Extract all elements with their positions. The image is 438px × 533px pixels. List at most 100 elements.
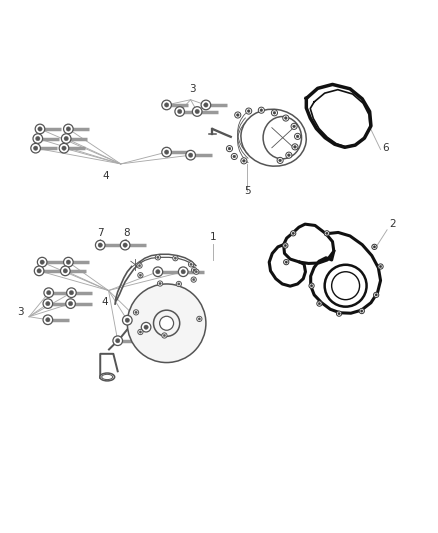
Circle shape [258, 107, 265, 113]
Text: 6: 6 [383, 143, 389, 153]
Text: 3: 3 [17, 308, 23, 317]
Circle shape [46, 318, 50, 322]
Circle shape [173, 256, 178, 261]
Circle shape [139, 331, 141, 333]
Circle shape [33, 146, 38, 150]
Circle shape [231, 154, 237, 159]
Circle shape [293, 146, 297, 148]
Circle shape [163, 334, 166, 337]
Circle shape [64, 124, 73, 134]
Circle shape [291, 123, 297, 130]
Circle shape [64, 136, 68, 141]
Circle shape [324, 231, 329, 236]
Circle shape [113, 336, 123, 345]
Circle shape [61, 134, 71, 143]
Circle shape [246, 108, 252, 114]
Circle shape [192, 107, 202, 116]
Circle shape [311, 285, 313, 287]
Circle shape [284, 244, 286, 247]
Circle shape [95, 240, 105, 250]
Circle shape [135, 311, 137, 313]
Circle shape [178, 283, 180, 285]
Circle shape [188, 262, 194, 267]
Text: 2: 2 [389, 219, 396, 229]
Circle shape [141, 322, 151, 332]
Circle shape [292, 232, 294, 235]
Circle shape [372, 244, 377, 249]
Circle shape [69, 290, 74, 295]
Circle shape [156, 270, 160, 274]
Circle shape [162, 100, 171, 110]
Circle shape [34, 266, 44, 276]
Circle shape [379, 265, 382, 268]
Circle shape [226, 146, 233, 152]
Circle shape [317, 301, 322, 306]
Circle shape [59, 143, 69, 153]
Circle shape [46, 290, 51, 295]
Circle shape [318, 302, 321, 305]
Circle shape [137, 263, 142, 268]
Circle shape [44, 288, 53, 297]
Circle shape [277, 157, 283, 164]
Circle shape [190, 263, 192, 265]
Circle shape [235, 112, 241, 118]
Text: 1: 1 [210, 232, 217, 243]
Circle shape [138, 329, 143, 335]
Circle shape [139, 274, 141, 277]
Circle shape [177, 109, 182, 114]
Circle shape [155, 255, 160, 260]
Circle shape [201, 100, 211, 110]
Circle shape [66, 299, 75, 309]
Circle shape [283, 243, 288, 248]
Circle shape [192, 278, 195, 281]
Circle shape [194, 269, 199, 274]
Circle shape [338, 312, 340, 315]
Circle shape [279, 159, 282, 162]
Circle shape [188, 153, 193, 157]
Circle shape [294, 133, 300, 140]
Circle shape [164, 103, 169, 107]
Circle shape [193, 269, 195, 271]
Circle shape [35, 136, 40, 141]
Circle shape [162, 147, 171, 157]
Circle shape [37, 257, 47, 267]
Circle shape [43, 299, 53, 309]
Circle shape [40, 260, 44, 264]
Circle shape [326, 232, 328, 235]
Circle shape [228, 147, 231, 150]
Circle shape [67, 288, 76, 297]
Circle shape [157, 256, 159, 259]
Circle shape [293, 125, 296, 128]
Circle shape [138, 264, 141, 267]
Circle shape [176, 281, 181, 287]
Circle shape [198, 318, 201, 320]
Circle shape [186, 150, 195, 160]
Circle shape [204, 103, 208, 107]
Circle shape [283, 115, 289, 121]
Circle shape [64, 257, 73, 267]
Text: 5: 5 [244, 187, 251, 197]
Circle shape [290, 231, 296, 236]
Circle shape [237, 114, 239, 116]
Circle shape [138, 272, 143, 278]
Circle shape [144, 325, 148, 329]
Circle shape [375, 294, 378, 296]
Circle shape [31, 143, 40, 153]
Text: 7: 7 [97, 228, 103, 238]
Circle shape [359, 309, 364, 313]
Circle shape [195, 109, 199, 114]
Circle shape [360, 310, 363, 312]
Circle shape [296, 135, 299, 138]
Circle shape [286, 152, 292, 158]
Circle shape [272, 110, 278, 116]
Circle shape [60, 266, 70, 276]
Circle shape [134, 310, 139, 315]
Circle shape [336, 311, 342, 316]
Circle shape [174, 257, 177, 260]
Circle shape [116, 338, 120, 343]
Circle shape [63, 269, 67, 273]
Circle shape [284, 260, 289, 265]
Circle shape [195, 271, 198, 273]
Circle shape [127, 284, 206, 362]
Circle shape [285, 261, 287, 263]
